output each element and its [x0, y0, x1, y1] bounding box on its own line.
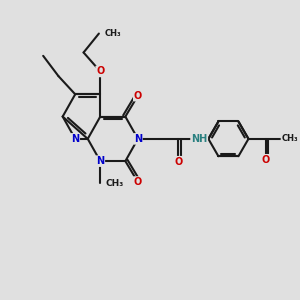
- Text: N: N: [71, 134, 79, 144]
- Text: O: O: [262, 155, 270, 165]
- Text: N: N: [134, 134, 142, 144]
- Text: O: O: [134, 91, 142, 101]
- Text: O: O: [134, 177, 142, 187]
- Text: N: N: [96, 156, 104, 166]
- Text: O: O: [174, 157, 182, 167]
- Text: CH₃: CH₃: [281, 134, 298, 143]
- Text: NH: NH: [191, 134, 207, 144]
- Text: O: O: [96, 66, 104, 76]
- Text: CH₃: CH₃: [104, 29, 121, 38]
- Text: CH₃: CH₃: [105, 179, 124, 188]
